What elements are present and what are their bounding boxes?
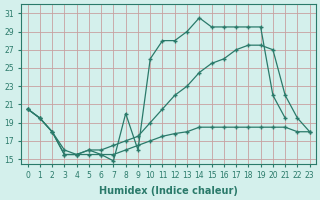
X-axis label: Humidex (Indice chaleur): Humidex (Indice chaleur): [99, 186, 238, 196]
